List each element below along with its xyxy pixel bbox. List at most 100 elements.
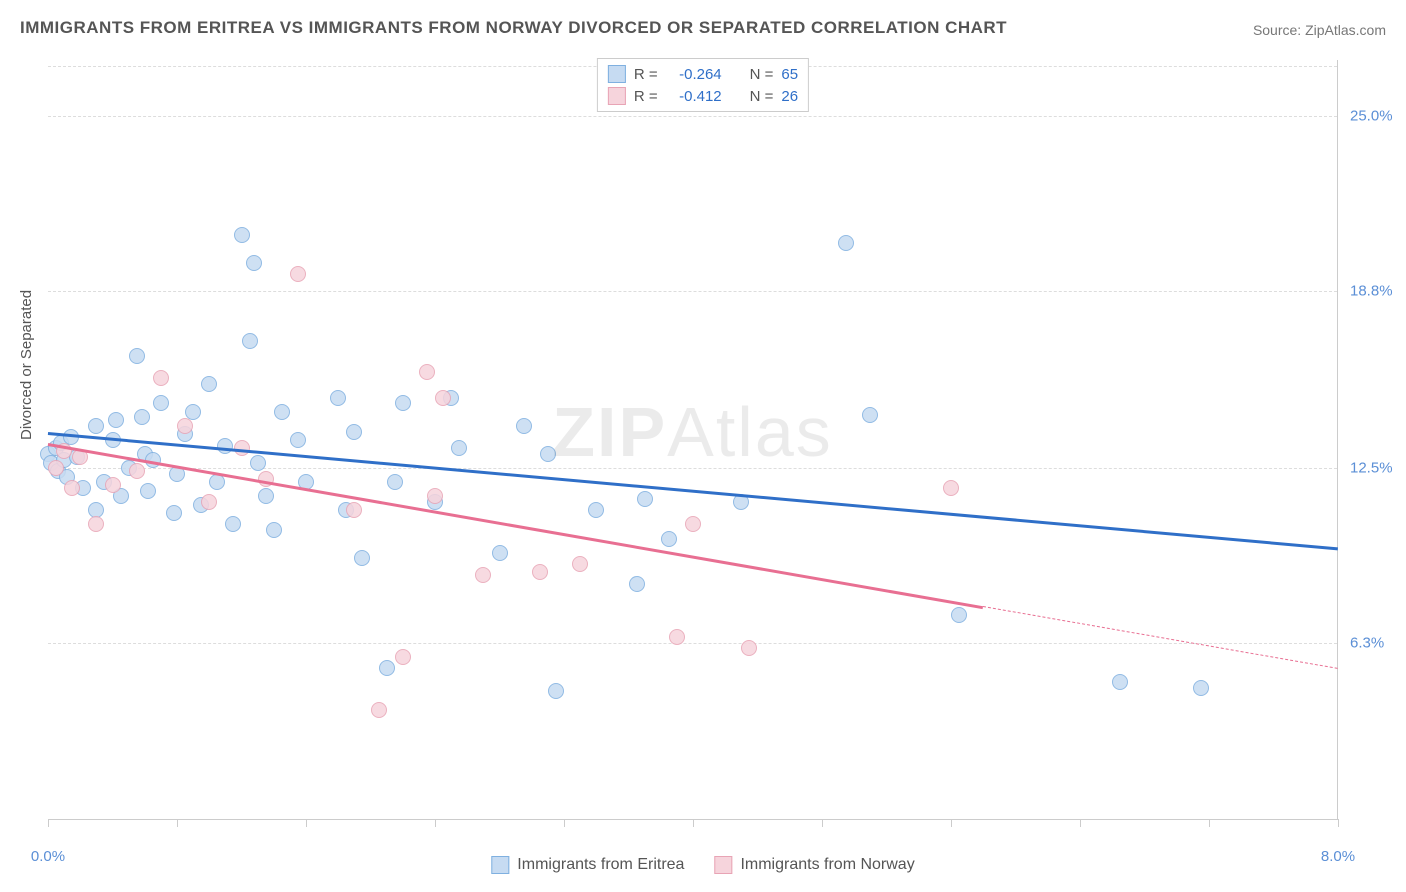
data-point bbox=[532, 564, 548, 580]
y-axis-label: Divorced or Separated bbox=[18, 290, 35, 440]
data-point bbox=[951, 607, 967, 623]
data-point bbox=[572, 556, 588, 572]
data-point bbox=[234, 227, 250, 243]
data-point bbox=[330, 390, 346, 406]
legend-n-label: N = bbox=[750, 66, 774, 83]
data-point bbox=[838, 235, 854, 251]
legend-row: R =-0.412N =26 bbox=[608, 85, 798, 107]
data-point bbox=[395, 395, 411, 411]
source-attribution: Source: ZipAtlas.com bbox=[1253, 22, 1386, 38]
data-point bbox=[242, 333, 258, 349]
gridline bbox=[48, 291, 1337, 292]
data-point bbox=[943, 480, 959, 496]
data-point bbox=[134, 409, 150, 425]
data-point bbox=[209, 474, 225, 490]
data-point bbox=[153, 395, 169, 411]
data-point bbox=[266, 522, 282, 538]
data-point bbox=[274, 404, 290, 420]
gridline bbox=[48, 468, 1337, 469]
series-legend: Immigrants from Eritrea Immigrants from N… bbox=[491, 856, 914, 874]
data-point bbox=[201, 376, 217, 392]
data-point bbox=[475, 567, 491, 583]
data-point bbox=[492, 545, 508, 561]
legend-r-label: R = bbox=[634, 66, 658, 83]
data-point bbox=[661, 531, 677, 547]
y-tick-label: 6.3% bbox=[1350, 634, 1384, 651]
trend-line bbox=[983, 606, 1338, 669]
data-point bbox=[1193, 680, 1209, 696]
data-point bbox=[387, 474, 403, 490]
data-point bbox=[540, 446, 556, 462]
y-tick-label: 12.5% bbox=[1350, 460, 1393, 477]
gridline bbox=[48, 643, 1337, 644]
data-point bbox=[346, 502, 362, 518]
source-label: Source: bbox=[1253, 22, 1305, 38]
data-point bbox=[629, 576, 645, 592]
data-point bbox=[371, 702, 387, 718]
legend-series-label: Immigrants from Norway bbox=[740, 856, 914, 874]
x-tick-mark bbox=[564, 819, 565, 827]
data-point bbox=[140, 483, 156, 499]
data-point bbox=[48, 460, 64, 476]
legend-swatch bbox=[608, 87, 626, 105]
x-tick-mark bbox=[693, 819, 694, 827]
x-tick-mark bbox=[1338, 819, 1339, 827]
legend-series-label: Immigrants from Eritrea bbox=[517, 856, 684, 874]
data-point bbox=[105, 477, 121, 493]
x-tick-mark bbox=[306, 819, 307, 827]
data-point bbox=[166, 505, 182, 521]
gridline bbox=[48, 116, 1337, 117]
scatter-chart: ZIPAtlas bbox=[48, 60, 1338, 820]
y-tick-label: 25.0% bbox=[1350, 108, 1393, 125]
data-point bbox=[129, 463, 145, 479]
data-point bbox=[451, 440, 467, 456]
chart-title: IMMIGRANTS FROM ERITREA VS IMMIGRANTS FR… bbox=[20, 18, 1007, 38]
legend-series-item: Immigrants from Eritrea bbox=[491, 856, 684, 874]
legend-swatch bbox=[608, 65, 626, 83]
data-point bbox=[129, 348, 145, 364]
data-point bbox=[64, 480, 80, 496]
x-tick-mark bbox=[48, 819, 49, 827]
data-point bbox=[258, 488, 274, 504]
x-tick-mark bbox=[435, 819, 436, 827]
data-point bbox=[435, 390, 451, 406]
data-point bbox=[346, 424, 362, 440]
data-point bbox=[354, 550, 370, 566]
data-point bbox=[669, 629, 685, 645]
y-tick-label: 18.8% bbox=[1350, 282, 1393, 299]
correlation-legend: R =-0.264N =65R =-0.412N =26 bbox=[597, 58, 809, 112]
legend-r-value: -0.264 bbox=[666, 66, 722, 83]
source-name: ZipAtlas.com bbox=[1305, 22, 1386, 38]
data-point bbox=[250, 455, 266, 471]
data-point bbox=[88, 418, 104, 434]
legend-n-label: N = bbox=[750, 88, 774, 105]
legend-series-item: Immigrants from Norway bbox=[714, 856, 914, 874]
x-tick-mark bbox=[177, 819, 178, 827]
legend-n-value: 26 bbox=[781, 88, 798, 105]
data-point bbox=[1112, 674, 1128, 690]
data-point bbox=[177, 418, 193, 434]
data-point bbox=[217, 438, 233, 454]
data-point bbox=[108, 412, 124, 428]
legend-row: R = -0.264 N = 65 bbox=[608, 63, 798, 85]
data-point bbox=[588, 502, 604, 518]
legend-n-value: 65 bbox=[781, 66, 798, 83]
data-point bbox=[225, 516, 241, 532]
data-point bbox=[685, 516, 701, 532]
data-point bbox=[862, 407, 878, 423]
data-point bbox=[88, 516, 104, 532]
x-tick-mark bbox=[1209, 819, 1210, 827]
data-point bbox=[201, 494, 217, 510]
data-point bbox=[548, 683, 564, 699]
data-point bbox=[516, 418, 532, 434]
x-tick-mark bbox=[1080, 819, 1081, 827]
x-tick-label-right: 8.0% bbox=[1321, 848, 1355, 865]
data-point bbox=[290, 432, 306, 448]
data-point bbox=[427, 488, 443, 504]
legend-swatch bbox=[714, 856, 732, 874]
data-point bbox=[419, 364, 435, 380]
data-point bbox=[379, 660, 395, 676]
x-tick-label-left: 0.0% bbox=[31, 848, 65, 865]
legend-r-label: R = bbox=[634, 88, 658, 105]
x-tick-mark bbox=[822, 819, 823, 827]
